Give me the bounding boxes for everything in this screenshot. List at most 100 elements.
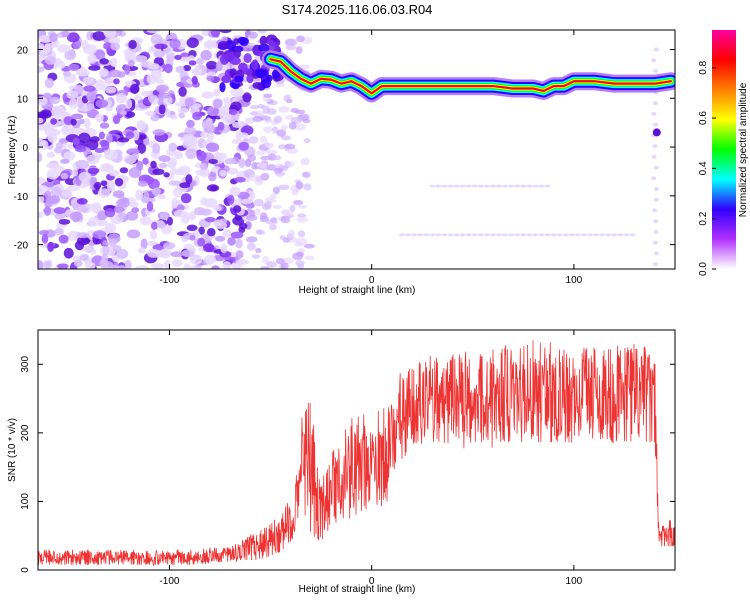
noise-blob xyxy=(54,227,64,236)
noise-blob xyxy=(152,143,161,154)
noise-blob xyxy=(229,56,241,66)
noise-blob xyxy=(87,167,100,174)
noise-blob xyxy=(213,205,222,212)
noise-blob xyxy=(184,97,194,107)
noise-blob xyxy=(108,37,121,45)
noise-blob xyxy=(168,142,178,152)
noise-blob xyxy=(237,191,250,200)
noise-blob xyxy=(261,172,270,178)
noise-blob xyxy=(544,233,551,237)
noise-blob xyxy=(163,63,173,74)
noise-blob xyxy=(611,233,618,237)
noise-blob xyxy=(219,169,227,177)
noise-blob xyxy=(76,198,88,205)
noise-blob xyxy=(169,114,178,120)
noise-blob xyxy=(103,30,117,38)
noise-blob xyxy=(214,235,226,242)
noise-blob xyxy=(223,97,231,104)
noise-blob xyxy=(230,86,243,98)
noise-blob xyxy=(108,169,120,177)
noise-blob xyxy=(278,144,287,150)
noise-blob xyxy=(108,69,122,78)
noise-blob xyxy=(43,260,51,269)
noise-blob xyxy=(113,78,120,85)
noise-blob xyxy=(653,219,659,224)
y-tick-label: -10 xyxy=(14,192,29,203)
noise-blob xyxy=(152,187,161,196)
noise-blob xyxy=(556,233,563,237)
noise-blob xyxy=(206,142,220,153)
noise-blob xyxy=(134,55,148,63)
noise-blob xyxy=(95,113,104,123)
noise-blob xyxy=(76,69,90,77)
snr-x-ticks: -100 0 100 xyxy=(159,330,583,587)
noise-blob xyxy=(652,262,658,267)
noise-blob xyxy=(66,32,80,43)
noise-blob xyxy=(249,111,259,116)
noise-blob xyxy=(263,126,274,133)
noise-blob xyxy=(92,31,106,42)
noise-blob xyxy=(278,105,290,113)
x-tick-label: -100 xyxy=(159,275,179,286)
noise-blob xyxy=(496,184,503,188)
y-tick-label: 200 xyxy=(20,424,31,441)
noise-blob xyxy=(97,188,111,198)
noise-blob xyxy=(447,233,454,237)
y-tick-label: 0 xyxy=(22,143,28,154)
noise-blob xyxy=(255,68,266,79)
noise-blob xyxy=(62,123,70,133)
noise-blob xyxy=(128,201,139,208)
noise-blob xyxy=(153,50,165,58)
noise-blob xyxy=(150,69,162,80)
noise-blob xyxy=(78,132,91,144)
spectrogram-y-ticks: -20 -10 0 10 20 xyxy=(14,46,675,252)
noise-blob xyxy=(264,116,272,123)
noise-blob xyxy=(154,38,168,45)
noise-blob xyxy=(623,233,630,237)
snr-line xyxy=(38,340,675,566)
colorbar-tick-label: 0.4 xyxy=(698,161,709,175)
noise-blob xyxy=(117,137,130,143)
noise-blob xyxy=(69,211,83,222)
noise-blob xyxy=(263,93,273,98)
noise-blob xyxy=(238,222,248,230)
snr-y-label: SNR (10 * v/v) xyxy=(7,418,18,482)
noise-blob xyxy=(441,184,448,188)
colorbar-label: Normalized spectral amplitude xyxy=(738,82,749,217)
noise-blob xyxy=(247,154,257,162)
noise-blob xyxy=(213,88,221,97)
noise-blob xyxy=(265,149,278,155)
noise-blob xyxy=(215,61,223,72)
noise-blob xyxy=(95,79,105,91)
colorbar-tick-label: 0.0 xyxy=(698,262,709,276)
noise-blob xyxy=(112,115,121,125)
noise-blob xyxy=(191,76,198,85)
noise-blob xyxy=(173,209,188,218)
noise-blob xyxy=(256,230,266,236)
noise-blob xyxy=(163,259,171,269)
noise-blob xyxy=(175,204,185,211)
noise-blob xyxy=(203,41,212,49)
noise-blob xyxy=(125,98,133,109)
noise-blob xyxy=(283,160,295,168)
noise-blob xyxy=(234,48,241,59)
noise-blob xyxy=(169,38,181,50)
noise-blob xyxy=(212,98,223,109)
noise-blob xyxy=(83,246,91,253)
x-tick-label: -100 xyxy=(159,576,179,587)
noise-blob xyxy=(159,86,166,97)
noise-blob xyxy=(294,123,306,131)
noise-blob xyxy=(61,190,73,197)
noise-blob xyxy=(227,236,236,246)
noise-blob xyxy=(38,139,46,149)
noise-blob xyxy=(203,243,215,253)
noise-blob xyxy=(134,265,149,269)
noise-blob xyxy=(208,158,218,165)
noise-blob xyxy=(297,204,308,209)
noise-blob xyxy=(38,96,48,106)
noise-blob xyxy=(126,229,141,239)
noise-blob xyxy=(453,184,460,188)
noise-blob xyxy=(41,234,49,244)
